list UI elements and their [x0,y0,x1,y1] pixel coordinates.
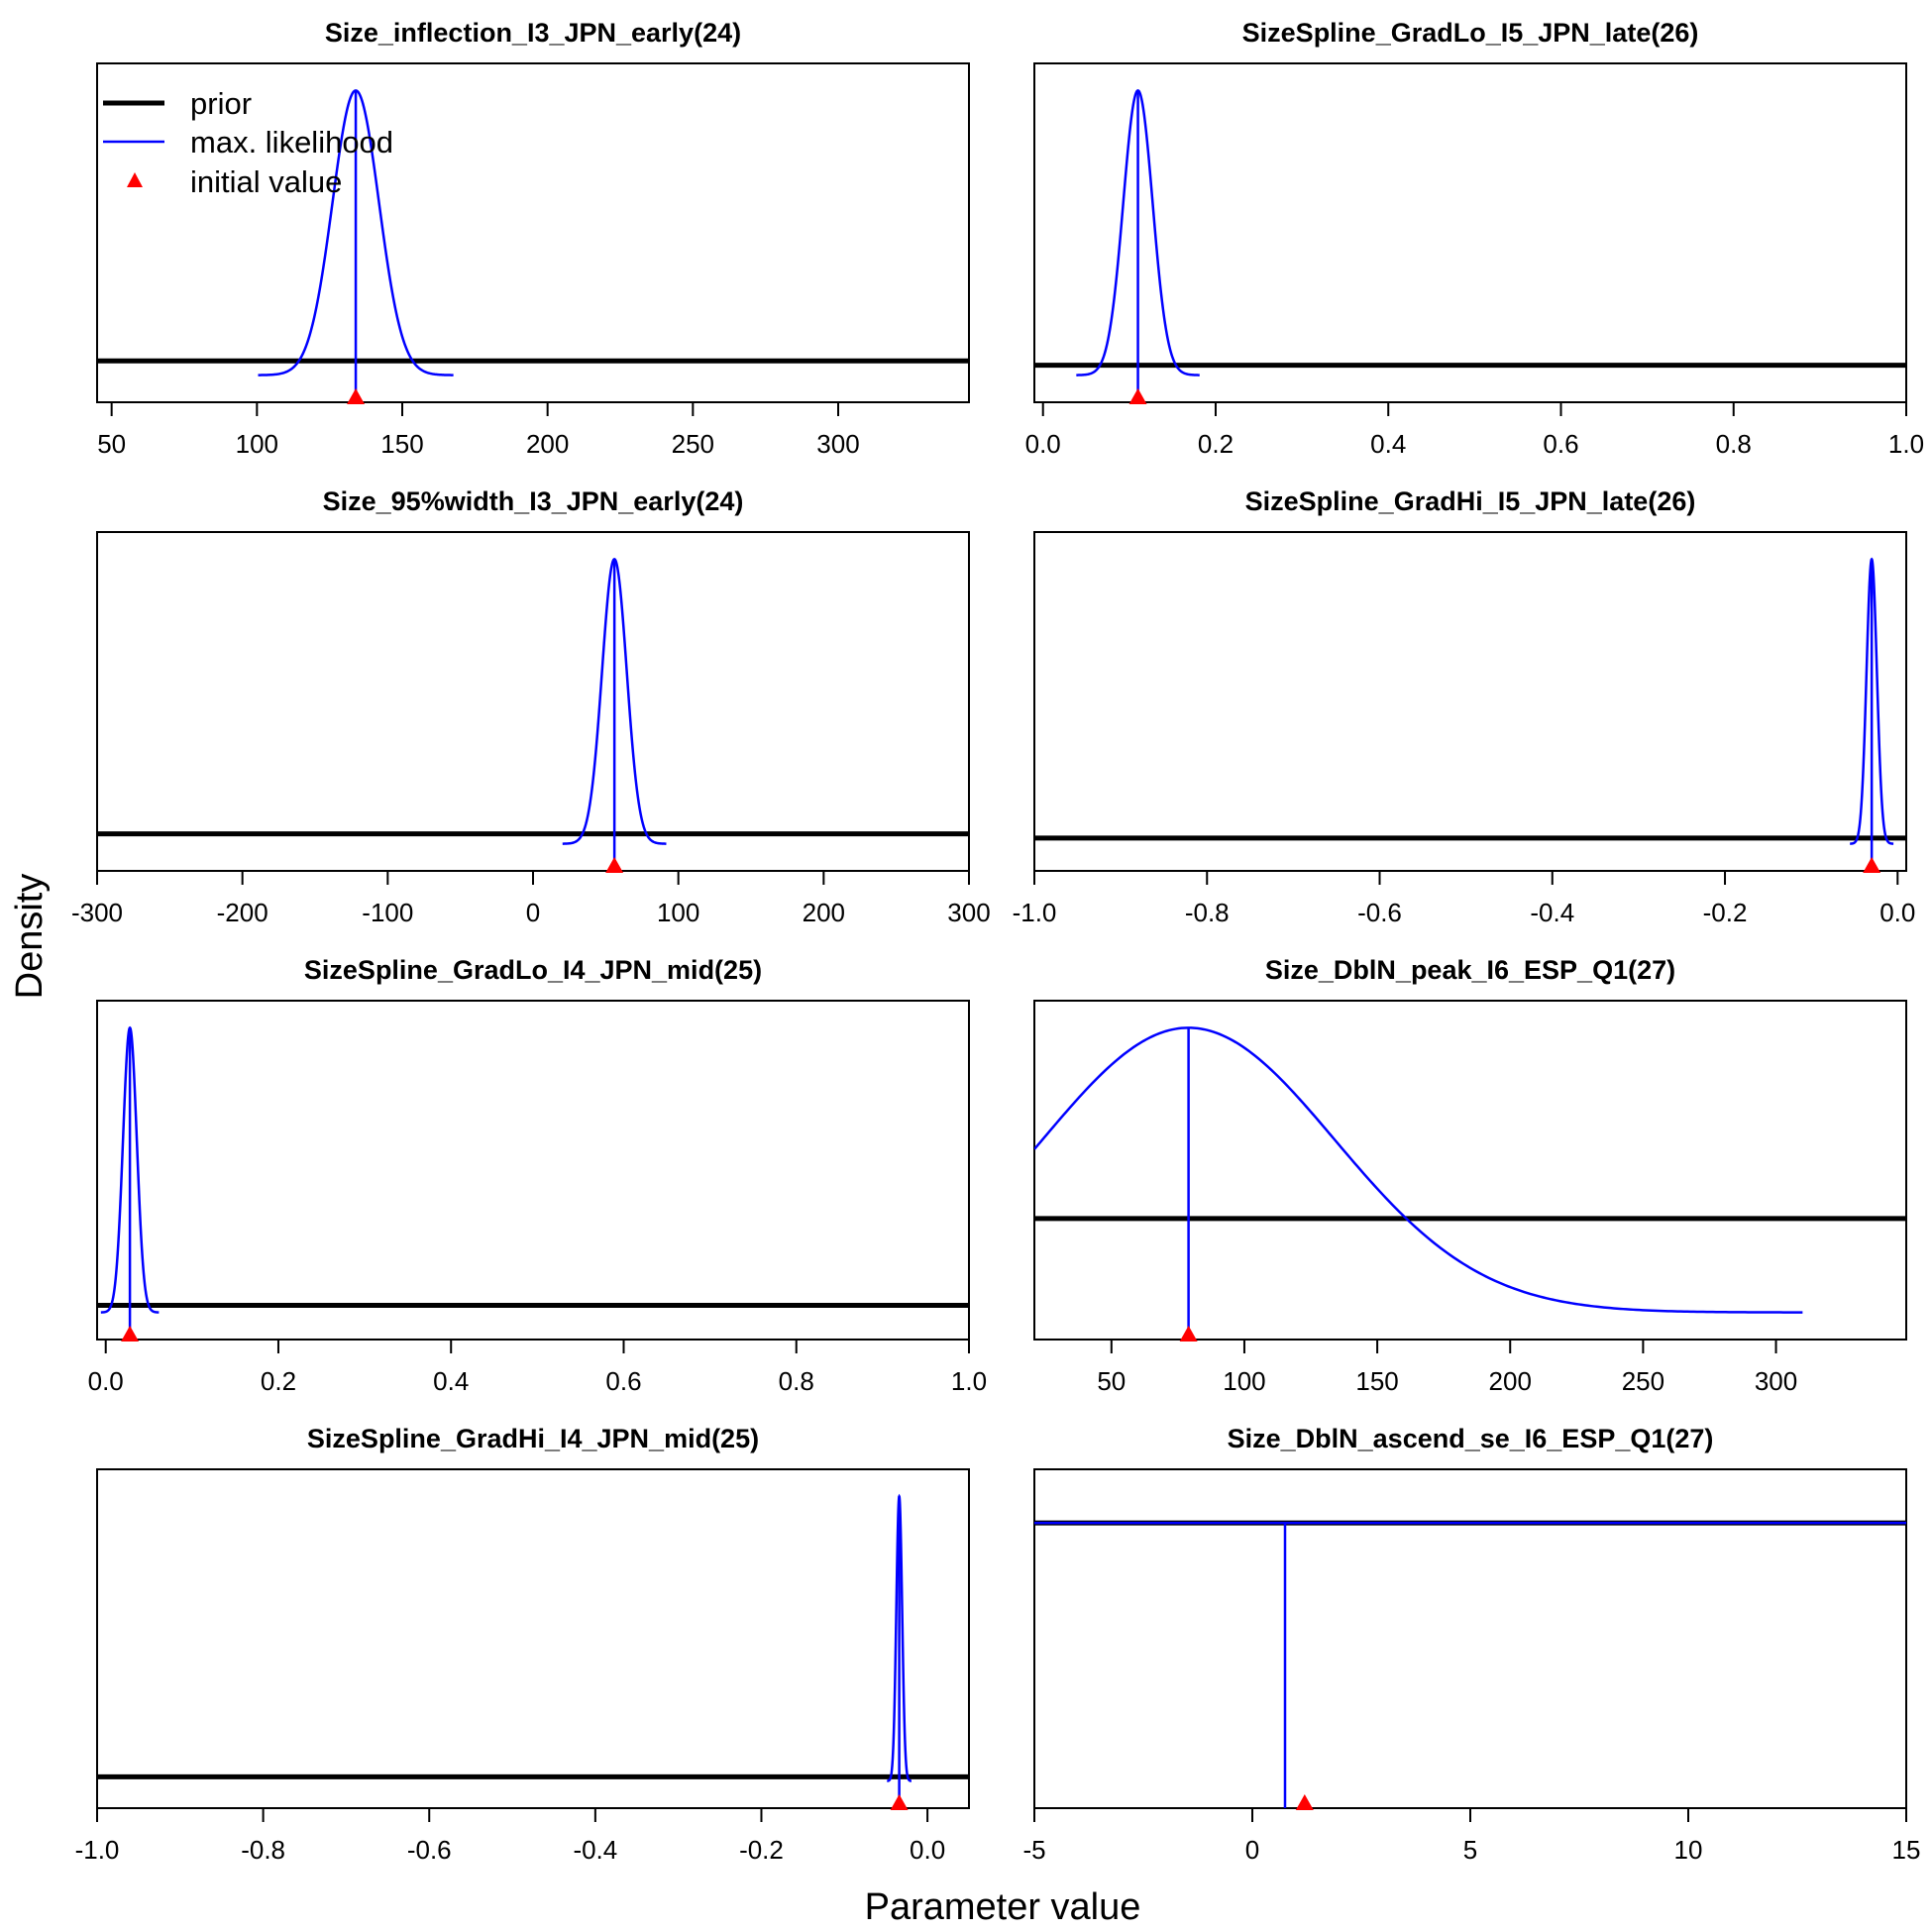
initial-value-marker [347,388,366,404]
x-tick-label: 100 [236,429,278,459]
x-tick-label: 0.2 [1198,429,1234,459]
x-tick-label: 0.6 [605,1366,641,1396]
x-tick-label: 0.6 [1543,429,1578,459]
x-tick-label: 0 [526,898,540,927]
x-tick-label: -200 [217,898,268,927]
x-tick-label: -0.6 [1357,898,1402,927]
x-tick-label: -0.2 [739,1835,784,1865]
plot-frame [1033,62,1907,403]
x-tick-label: 0.0 [1025,429,1061,459]
x-tick-label: 200 [1489,1366,1532,1396]
panel-title: SizeSpline_GradLo_I4_JPN_mid(25) [304,955,762,985]
x-tick-label: 200 [803,898,845,927]
x-tick-label: -0.8 [1185,898,1230,927]
legend-label: max. likelihood [190,125,393,160]
x-tick-label: -0.4 [1530,898,1574,927]
panel-8: Size_DblN_ascend_se_I6_ESP_Q1(27) -5 0 5 10 1… [1022,1424,1920,1865]
legend-label: prior [190,86,252,121]
initial-value-marker [1128,388,1147,404]
plot-frame [96,1468,970,1809]
plot-frame [96,62,970,403]
panel-2: SizeSpline_GradLo_I5_JPN_late(26) 0.0 0.2 0… [1025,18,1924,459]
x-tick-label: -1.0 [75,1835,120,1865]
legend-label: initial value [190,164,342,199]
x-tick-label: 50 [1097,1366,1126,1396]
initial-value-marker [1179,1326,1198,1342]
panel-title: SizeSpline_GradHi_I4_JPN_mid(25) [307,1424,759,1453]
x-tick-label: -0.2 [1703,898,1748,927]
x-tick-label: 300 [1755,1366,1797,1396]
x-tick-label: 1.0 [951,1366,987,1396]
x-tick-label: 200 [526,429,569,459]
panel-title: Size_DblN_peak_I6_ESP_Q1(27) [1265,955,1675,985]
panel-3: Size_95%width_I3_JPN_early(24) -300 -200 -1… [71,486,991,927]
plot-frame [96,531,970,872]
panels: Size_inflection_I3_JPN_early(24)50 100 150… [71,18,1924,1865]
initial-value-marker [890,1794,909,1810]
x-tick-label: -0.6 [407,1835,452,1865]
x-tick-label: 0.0 [910,1835,945,1865]
plot-frame [1033,1468,1907,1809]
x-tick-label: 150 [380,429,423,459]
x-tick-label: 1.0 [1888,429,1924,459]
initial-value-marker [121,1326,140,1342]
x-tick-label: 0.0 [88,1366,124,1396]
x-tick-label: 0 [1245,1835,1259,1865]
x-tick-label: 150 [1355,1366,1398,1396]
panel-title: Size_inflection_I3_JPN_early(24) [325,18,741,48]
x-tick-label: 250 [672,429,714,459]
mle-curve [1034,1026,1803,1314]
plot-frame [1033,531,1907,872]
x-tick-label: -5 [1022,1835,1045,1865]
x-tick-label: 50 [97,429,126,459]
panel-4: SizeSpline_GradHi_I5_JPN_late(26) -1.0 -0.… [1013,486,1916,927]
x-tick-label: 0.0 [1879,898,1915,927]
panel-title: SizeSpline_GradHi_I5_JPN_late(26) [1245,486,1696,516]
x-tick-label: 0.4 [433,1366,469,1396]
panel-title: SizeSpline_GradLo_I5_JPN_late(26) [1242,18,1699,48]
plot-frame [1033,1000,1907,1341]
x-tick-label: 300 [947,898,990,927]
x-tick-label: 0.8 [779,1366,814,1396]
panel-7: SizeSpline_GradHi_I4_JPN_mid(25) -1.0 -0.8… [75,1424,970,1865]
panel-6: Size_DblN_peak_I6_ESP_Q1(27) 50 100 150 200 2… [1033,955,1907,1396]
x-tick-label: 10 [1674,1835,1703,1865]
panel-1: Size_inflection_I3_JPN_early(24) 50 100 150… [96,18,970,459]
panel-title: Size_DblN_ascend_se_I6_ESP_Q1(27) [1228,1424,1714,1453]
x-tick-label: -1.0 [1013,898,1057,927]
x-tick-label: 100 [657,898,699,927]
x-tick-label: 5 [1463,1835,1477,1865]
initial-value-marker [605,857,624,873]
x-tick-label: -300 [71,898,123,927]
x-tick-label: -0.4 [573,1835,617,1865]
x-tick-label: 100 [1223,1366,1265,1396]
x-tick-label: 0.4 [1370,429,1406,459]
x-tick-label: 300 [816,429,859,459]
x-tick-label: 0.8 [1716,429,1752,459]
panel-5: SizeSpline_GradLo_I4_JPN_mid(25) 0.0 0.2 0.… [88,955,987,1396]
panel-title: Size_95%width_I3_JPN_early(24) [323,486,744,516]
y-axis-title: Density [9,874,51,1000]
x-tick-label: 0.2 [261,1366,296,1396]
x-tick-label: 250 [1622,1366,1664,1396]
initial-value-marker [1295,1794,1314,1810]
initial-value-marker [1863,857,1881,873]
plot-frame [96,1000,970,1341]
legend-swatch-initial [127,172,143,187]
x-axis-title: Parameter value [865,1886,1141,1928]
x-tick-label: -100 [362,898,413,927]
x-tick-label: -0.8 [241,1835,285,1865]
x-tick-label: 15 [1892,1835,1921,1865]
legend: prior max. likelihood initial value [103,86,393,199]
